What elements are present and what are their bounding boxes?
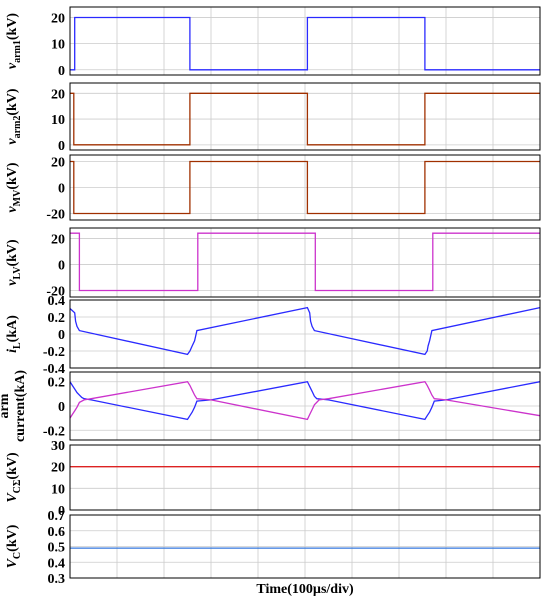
axes-frame [69, 154, 541, 221]
panel-8: 0.30.40.50.60.7 VC(kV) [5, 509, 541, 587]
series-line-1 [69, 306, 541, 356]
panel-2: 0 10 20 varm2(kV) [5, 82, 541, 154]
axes-frame [69, 6, 541, 76]
y-tick-label: -0.2 [43, 424, 65, 439]
y-tick-label: 0.5 [48, 541, 66, 556]
y-label-line: current(kA) [13, 370, 28, 442]
y-label-part: (kV) [5, 239, 20, 267]
y-tick-label: 20 [51, 461, 65, 476]
axes-frame [69, 444, 541, 511]
series-line-2 [69, 380, 541, 421]
panel-3: -20 0 20 vMV(kV) [5, 154, 541, 223]
y-tick-label: 20 [51, 87, 65, 102]
axes-frame [69, 299, 541, 369]
series-line-1 [70, 160, 540, 215]
y-axis-label: iL(kA) [5, 315, 23, 353]
y-tick-label: 0 [58, 258, 65, 273]
y-tick-label: 10 [51, 482, 65, 497]
y-axis-label: armcurrent(kA) [0, 370, 28, 442]
y-label-line: arm [0, 393, 12, 418]
y-label-part: C [12, 552, 23, 559]
y-tick-label: 0.4 [48, 556, 66, 571]
panel-5: -0.4 -0.2 0 0.2 0.4 iL(kA) [5, 294, 541, 377]
y-tick-label: 0.4 [48, 294, 66, 309]
panel-7: 0 10 20 30 VCΣ(kV) [5, 439, 541, 519]
y-tick-label: 0 [58, 139, 65, 154]
y-label-part: v [5, 62, 20, 69]
y-tick-label: 0 [58, 64, 65, 79]
y-label-part: (kA) [5, 315, 20, 343]
y-axis-label: VCΣ(kV) [5, 452, 23, 503]
y-axis-label: VC(kV) [5, 524, 23, 568]
y-tick-label: 0 [58, 328, 65, 343]
y-label-part: V [5, 557, 20, 568]
y-label-part: v [5, 279, 20, 286]
y-label-part: V [5, 492, 20, 503]
panel-6: -0.2 0 0.2 armcurrent(kA) [0, 370, 541, 442]
series-line-1 [70, 92, 540, 146]
series-line-1 [70, 16, 540, 71]
y-tick-label: 0.3 [48, 572, 66, 587]
y-label-part: (kV) [5, 452, 20, 480]
y-tick-label: 10 [51, 113, 65, 128]
y-tick-label: 20 [51, 232, 65, 247]
y-tick-label: 0.2 [48, 311, 66, 326]
y-label-part: LV [12, 266, 23, 280]
y-label-part: (kV) [5, 162, 20, 190]
y-tick-label: 0.7 [48, 509, 66, 524]
y-tick-label: 20 [51, 156, 65, 171]
series-line-1 [70, 232, 540, 292]
axes-frame [69, 514, 541, 579]
y-label-part: v [5, 206, 20, 213]
y-label-part: v [5, 138, 20, 145]
y-tick-label: 20 [51, 11, 65, 26]
axes-frame [69, 371, 541, 441]
panel-1: 0 10 20 varm1(kV) [5, 6, 541, 79]
y-label-part: arm2 [12, 116, 23, 139]
y-label-part: arm1 [12, 40, 23, 63]
y-tick-label: -20 [46, 208, 65, 223]
y-label-part: L [12, 342, 23, 349]
y-axis-label: vLV(kV) [5, 239, 23, 286]
y-tick-label: 0 [58, 400, 65, 415]
axes-frame [69, 82, 541, 151]
y-tick-label: 30 [51, 439, 65, 454]
axes-frame [69, 227, 541, 298]
y-axis-label: varm2(kV) [5, 88, 23, 145]
y-label-part: (kV) [5, 524, 20, 552]
y-tick-label: -0.4 [43, 362, 65, 377]
y-label-part: i [5, 349, 20, 353]
y-tick-label: 0 [58, 504, 65, 519]
y-tick-label: 10 [51, 38, 65, 53]
x-axis-label: Time(100µs/div) [256, 582, 354, 597]
y-axis-label: vMV(kV) [5, 162, 23, 212]
y-tick-label: 0.6 [48, 525, 66, 540]
y-label-part: CΣ [12, 479, 23, 493]
panel-4: -20 0 20 vLV(kV) [5, 227, 541, 299]
y-axis-label: varm1(kV) [5, 13, 23, 70]
y-tick-label: 0.2 [48, 376, 66, 391]
y-tick-label: 0 [58, 182, 65, 197]
y-label-part: (kV) [5, 88, 20, 116]
y-tick-label: -20 [46, 284, 65, 299]
y-label-part: MV [12, 189, 23, 206]
y-label-part: (kV) [5, 13, 20, 41]
y-tick-label: -0.2 [43, 345, 65, 360]
